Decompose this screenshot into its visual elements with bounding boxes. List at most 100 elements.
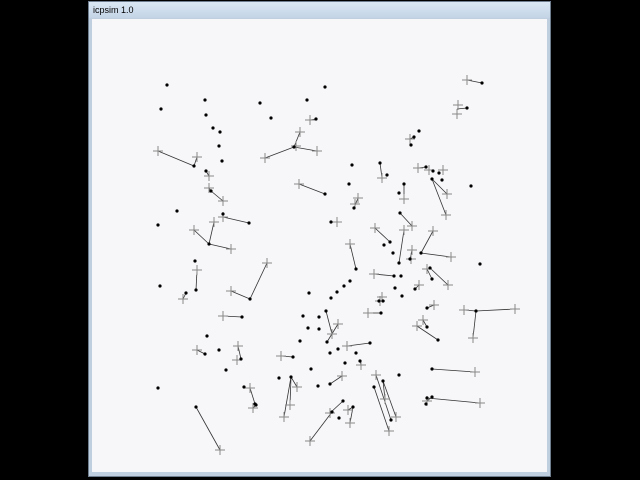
- correspondence-links: [157, 79, 516, 451]
- plus-marker-icon: [353, 193, 363, 203]
- plus-marker-icon: [279, 412, 289, 422]
- plus-marker-icon: [369, 269, 379, 279]
- plus-marker-icon: [414, 280, 424, 290]
- plus-marker-icon: [226, 244, 236, 254]
- point-cloud-canvas[interactable]: [92, 19, 549, 474]
- point-dot-icon: [329, 220, 333, 224]
- point-dot-icon: [165, 83, 169, 87]
- simulation-area[interactable]: [92, 19, 547, 472]
- point-dot-icon: [323, 192, 327, 196]
- point-dot-icon: [419, 251, 423, 255]
- point-dot-icon: [204, 169, 208, 173]
- point-dot-icon: [247, 221, 251, 225]
- point-dot-icon: [474, 309, 478, 313]
- point-dot-icon: [425, 396, 429, 400]
- plus-marker-icon: [407, 221, 417, 231]
- point-dot-icon: [424, 165, 428, 169]
- correspondence-line: [420, 252, 452, 258]
- point-dot-icon: [323, 85, 327, 89]
- correspondence-line: [208, 221, 215, 245]
- plus-marker-icon: [446, 252, 456, 262]
- plus-marker-icon: [377, 173, 387, 183]
- plus-marker-icon: [413, 163, 423, 173]
- plus-marker-icon: [245, 383, 255, 393]
- point-dot-icon: [400, 294, 404, 298]
- point-dot-icon: [329, 296, 333, 300]
- point-dot-icon: [424, 402, 428, 406]
- correspondence-line: [431, 368, 476, 373]
- correspondence-line: [309, 411, 333, 442]
- point-dot-icon: [328, 382, 332, 386]
- correspondence-line: [293, 131, 301, 148]
- point-dot-icon: [397, 261, 401, 265]
- plus-marker-icon: [384, 426, 394, 436]
- correspondence-line: [298, 183, 326, 195]
- point-dot-icon: [350, 163, 354, 167]
- point-dot-icon: [159, 107, 163, 111]
- point-dot-icon: [388, 240, 392, 244]
- plus-marker-icon: [470, 367, 480, 377]
- point-dot-icon: [158, 284, 162, 288]
- point-dot-icon: [385, 173, 389, 177]
- plus-marker-icon: [443, 280, 453, 290]
- point-dot-icon: [379, 311, 383, 315]
- point-dot-icon: [156, 386, 160, 390]
- point-dot-icon: [224, 368, 228, 372]
- point-dot-icon: [430, 367, 434, 371]
- point-dot-icon: [317, 327, 321, 331]
- plus-marker-icon: [218, 311, 228, 321]
- point-dot-icon: [309, 367, 313, 371]
- point-dot-icon: [469, 184, 473, 188]
- title-bar[interactable]: icpsim 1.0: [89, 2, 550, 18]
- plus-marker-icon: [441, 210, 451, 220]
- correspondence-line: [420, 230, 434, 254]
- point-dot-icon: [316, 384, 320, 388]
- point-dot-icon: [391, 251, 395, 255]
- point-dot-icon: [258, 101, 262, 105]
- plus-marker-icon: [192, 265, 202, 275]
- plus-marker-icon: [260, 153, 270, 163]
- plus-marker-icon: [291, 141, 301, 151]
- point-dot-icon: [425, 306, 429, 310]
- point-dot-icon: [217, 144, 221, 148]
- point-dot-icon: [372, 385, 376, 389]
- point-dot-icon: [382, 243, 386, 247]
- plus-marker-icon: [345, 239, 355, 249]
- plus-marker-icon: [459, 305, 469, 315]
- point-dot-icon: [336, 347, 340, 351]
- correspondence-line: [431, 178, 448, 195]
- plus-marker-icon: [248, 403, 258, 413]
- plus-marker-icon: [399, 225, 409, 235]
- point-dot-icon: [392, 274, 396, 278]
- plus-marker-icon: [418, 315, 428, 325]
- plus-marker-icon: [215, 445, 225, 455]
- point-dot-icon: [205, 334, 209, 338]
- plus-marker-icon: [325, 408, 335, 418]
- point-dot-icon: [358, 359, 362, 363]
- point-dot-icon: [381, 299, 385, 303]
- point-dot-icon: [430, 277, 434, 281]
- point-dot-icon: [217, 348, 221, 352]
- point-dot-icon: [298, 339, 302, 343]
- plus-marker-icon: [295, 127, 305, 137]
- point-dot-icon: [324, 309, 328, 313]
- point-dot-icon: [377, 299, 381, 303]
- plus-marker-icon: [399, 194, 409, 204]
- plus-marker-icon: [428, 226, 438, 236]
- point-dot-icon: [307, 291, 311, 295]
- plus-marker-icon: [363, 308, 373, 318]
- plus-marker-icon: [412, 321, 422, 331]
- plus-marker-icon: [342, 341, 352, 351]
- plus-marker-icon: [343, 405, 353, 415]
- plus-marker-icon: [391, 412, 401, 422]
- plus-marker-icon: [285, 400, 295, 410]
- point-dot-icon: [342, 284, 346, 288]
- point-dot-icon: [194, 405, 198, 409]
- correspondence-line: [210, 190, 224, 202]
- point-dot-icon: [156, 223, 160, 227]
- point-dot-icon: [389, 418, 393, 422]
- correspondence-line: [456, 107, 468, 110]
- plus-marker-icon: [453, 100, 463, 110]
- point-dot-icon: [193, 259, 197, 263]
- correspondence-line: [329, 375, 343, 385]
